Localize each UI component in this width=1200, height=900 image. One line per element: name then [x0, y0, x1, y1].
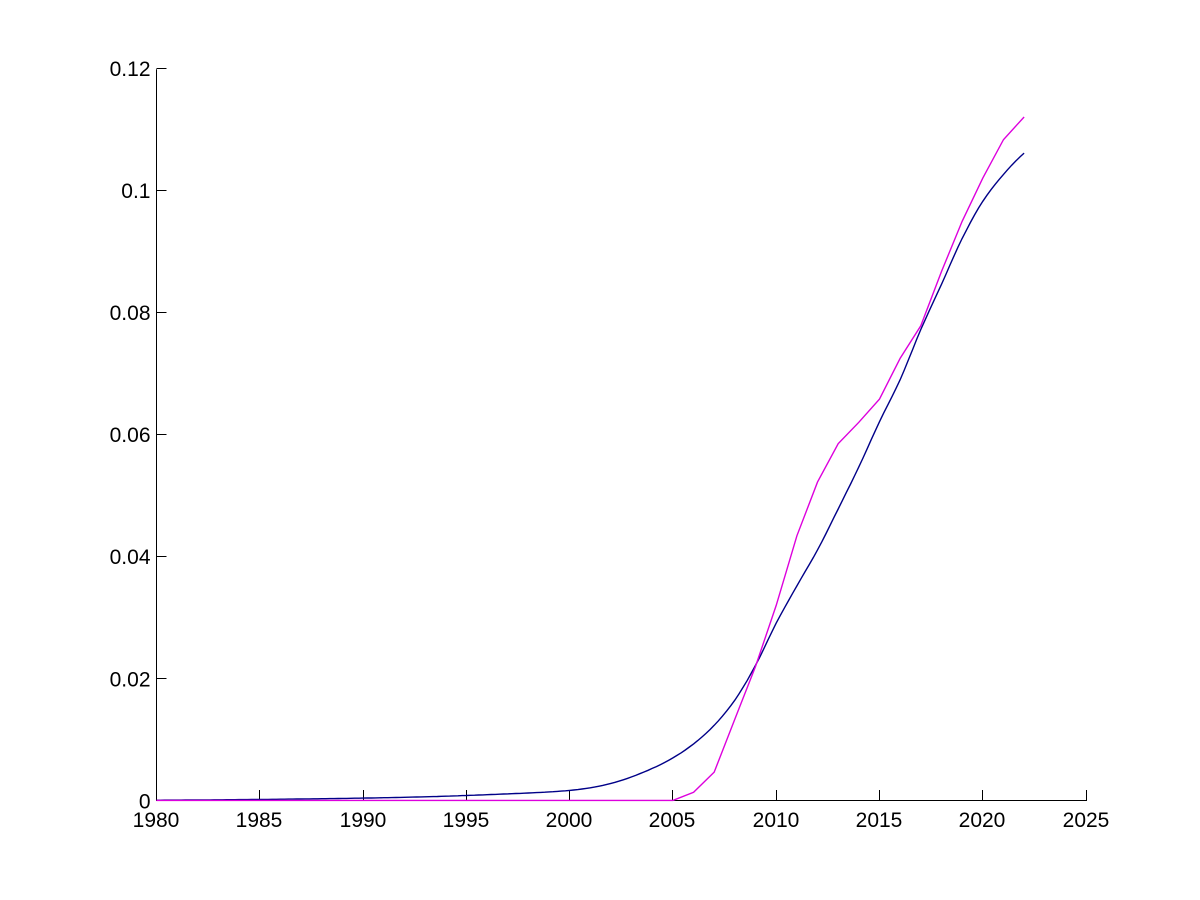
svg-text:1985: 1985 [236, 809, 283, 832]
svg-text:0.02: 0.02 [110, 668, 151, 691]
svg-text:1980: 1980 [133, 809, 180, 832]
svg-text:1990: 1990 [340, 809, 387, 832]
svg-text:1995: 1995 [443, 809, 490, 832]
svg-text:0.04: 0.04 [110, 546, 151, 569]
svg-text:0.06: 0.06 [110, 424, 151, 447]
svg-text:2020: 2020 [959, 809, 1006, 832]
svg-text:2010: 2010 [753, 809, 800, 832]
svg-text:0: 0 [139, 790, 151, 813]
svg-text:0.1: 0.1 [121, 180, 150, 203]
svg-text:2025: 2025 [1063, 809, 1110, 832]
svg-text:2015: 2015 [856, 809, 903, 832]
svg-text:2000: 2000 [546, 809, 593, 832]
svg-text:2005: 2005 [649, 809, 696, 832]
svg-text:0.12: 0.12 [110, 58, 151, 81]
svg-text:0.08: 0.08 [110, 302, 151, 325]
